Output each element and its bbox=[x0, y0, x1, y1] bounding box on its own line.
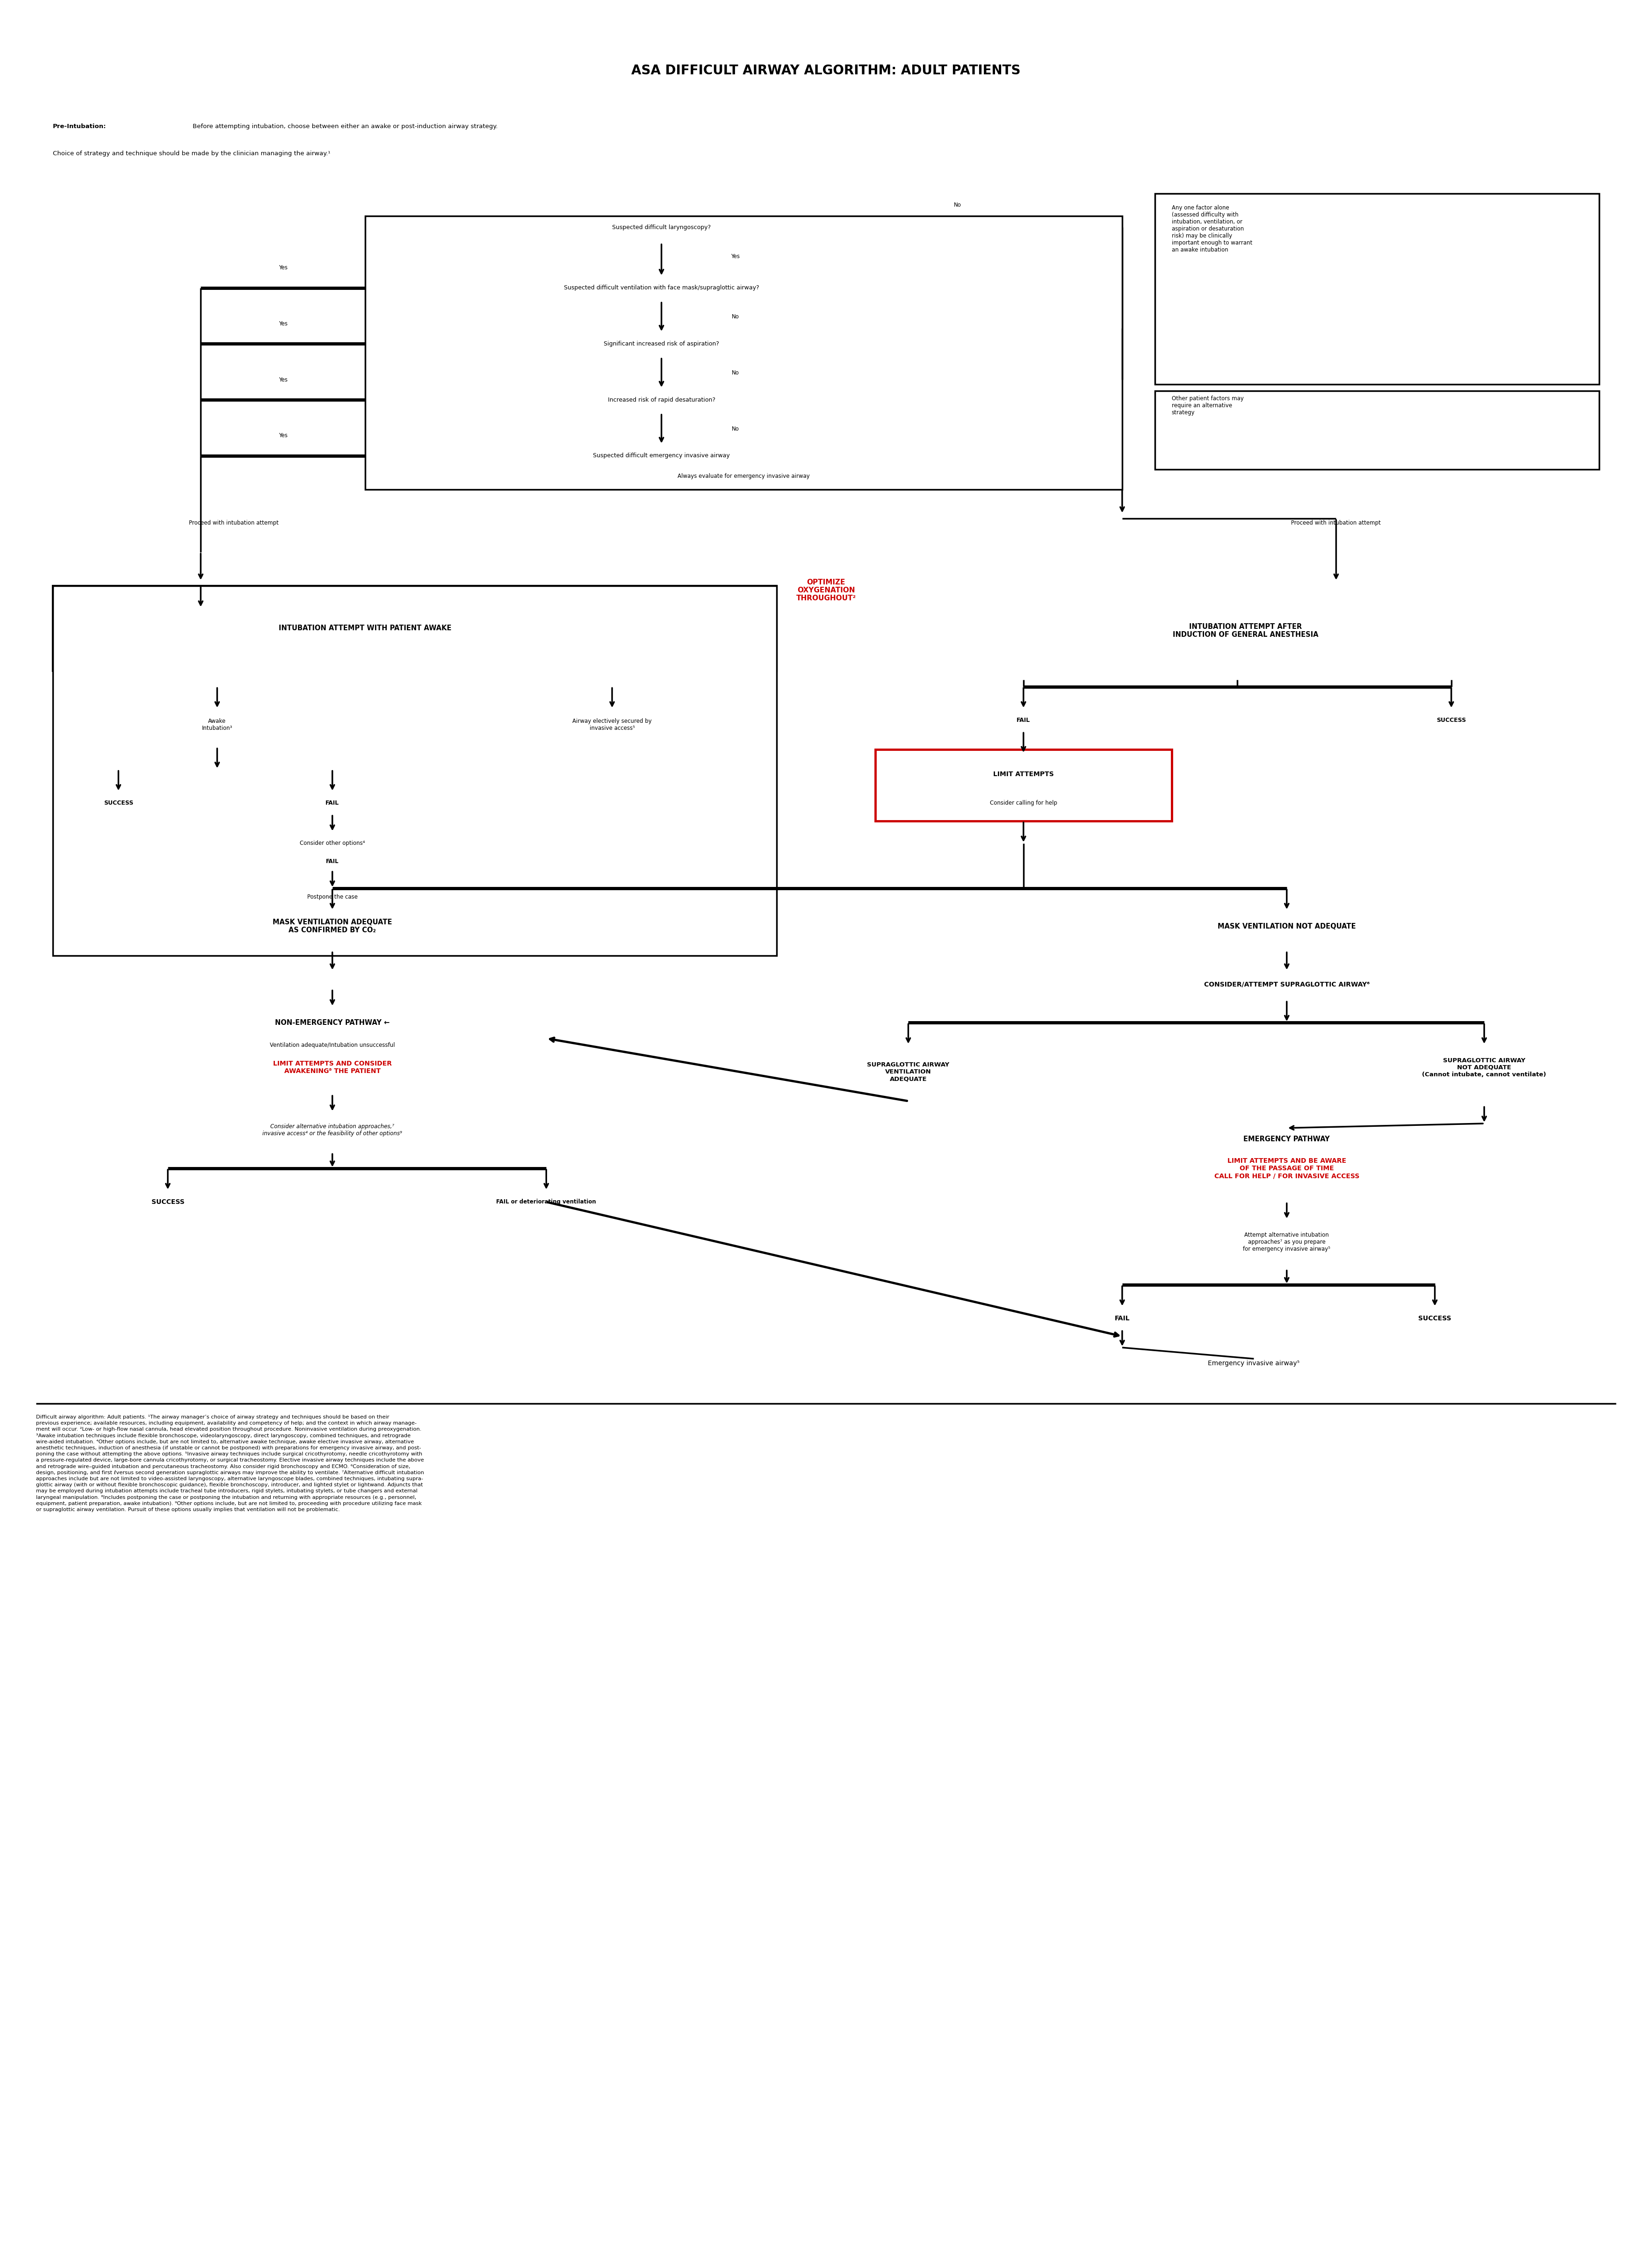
Text: Postpone the case: Postpone the case bbox=[307, 894, 357, 901]
Text: INTUBATION ATTEMPT AFTER
INDUCTION OF GENERAL ANESTHESIA: INTUBATION ATTEMPT AFTER INDUCTION OF GE… bbox=[1173, 622, 1318, 638]
Text: FAIL: FAIL bbox=[325, 800, 339, 807]
Bar bbox=[1155, 391, 1599, 470]
Text: LIMIT ATTEMPTS AND CONSIDER
AWAKENING⁸ THE PATIENT: LIMIT ATTEMPTS AND CONSIDER AWAKENING⁸ T… bbox=[273, 1061, 392, 1074]
Text: FAIL: FAIL bbox=[325, 858, 339, 865]
Text: MASK VENTILATION NOT ADEQUATE: MASK VENTILATION NOT ADEQUATE bbox=[1218, 924, 1356, 930]
Bar bbox=[1155, 193, 1599, 384]
Text: Other patient factors may
require an alternative
strategy: Other patient factors may require an alt… bbox=[1171, 395, 1244, 416]
Text: FAIL: FAIL bbox=[1115, 1314, 1130, 1321]
Text: Pre-Intubation:: Pre-Intubation: bbox=[53, 124, 106, 130]
Text: No: No bbox=[732, 315, 738, 319]
Text: SUPRAGLOTTIC AIRWAY
NOT ADEQUATE
(Cannot intubate, cannot ventilate): SUPRAGLOTTIC AIRWAY NOT ADEQUATE (Cannot… bbox=[1422, 1058, 1546, 1079]
Text: Airway electively secured by
invasive access⁵: Airway electively secured by invasive ac… bbox=[572, 719, 653, 730]
Text: Yes: Yes bbox=[732, 254, 740, 258]
Text: Choice of strategy and technique should be made by the clinician managing the ai: Choice of strategy and technique should … bbox=[53, 151, 330, 157]
Text: SUCCESS: SUCCESS bbox=[152, 1198, 185, 1204]
Text: Increased risk of rapid desaturation?: Increased risk of rapid desaturation? bbox=[608, 398, 715, 402]
Text: NON-EMERGENCY PATHWAY ←: NON-EMERGENCY PATHWAY ← bbox=[274, 1020, 390, 1027]
Text: MASK VENTILATION ADEQUATE
AS CONFIRMED BY CO₂: MASK VENTILATION ADEQUATE AS CONFIRMED B… bbox=[273, 919, 392, 935]
Text: SUCCESS: SUCCESS bbox=[104, 800, 134, 807]
Text: Yes: Yes bbox=[279, 377, 287, 382]
Text: FAIL: FAIL bbox=[1016, 717, 1031, 724]
Text: Suspected difficult ventilation with face mask/supraglottic airway?: Suspected difficult ventilation with fac… bbox=[563, 285, 758, 290]
Text: CONSIDER/ATTEMPT SUPRAGLOTTIC AIRWAY⁶: CONSIDER/ATTEMPT SUPRAGLOTTIC AIRWAY⁶ bbox=[1204, 982, 1370, 989]
Text: OPTIMIZE
OXYGENATION
THROUGHOUT²: OPTIMIZE OXYGENATION THROUGHOUT² bbox=[796, 580, 856, 602]
Text: No: No bbox=[953, 202, 961, 209]
Text: FAIL or deteriorating ventilation: FAIL or deteriorating ventilation bbox=[496, 1200, 596, 1204]
Text: Consider alternative intubation approaches,⁷
invasive access⁴ or the feasibility: Consider alternative intubation approach… bbox=[263, 1124, 401, 1137]
Text: EMERGENCY PATHWAY: EMERGENCY PATHWAY bbox=[1244, 1135, 1330, 1144]
Text: Emergency invasive airway⁵: Emergency invasive airway⁵ bbox=[1208, 1359, 1300, 1366]
Bar bbox=[53, 586, 776, 672]
Text: LIMIT ATTEMPTS: LIMIT ATTEMPTS bbox=[993, 771, 1054, 777]
Text: Awake
Intubation³: Awake Intubation³ bbox=[202, 719, 233, 730]
Text: Attempt alternative intubation
approaches⁷ as you prepare
for emergency invasive: Attempt alternative intubation approache… bbox=[1242, 1231, 1330, 1252]
Text: Before attempting intubation, choose between either an awake or post-induction a: Before attempting intubation, choose bet… bbox=[193, 124, 497, 130]
Text: Yes: Yes bbox=[279, 265, 287, 270]
Text: No: No bbox=[732, 371, 738, 375]
Text: Proceed with intubation attempt: Proceed with intubation attempt bbox=[1292, 519, 1381, 526]
Text: Consider calling for help: Consider calling for help bbox=[990, 800, 1057, 807]
Text: ASA DIFFICULT AIRWAY ALGORITHM: ADULT PATIENTS: ASA DIFFICULT AIRWAY ALGORITHM: ADULT PA… bbox=[631, 63, 1021, 76]
Text: No: No bbox=[732, 427, 738, 431]
Text: Any one factor alone
(assessed difficulty with
intubation, ventilation, or
aspir: Any one factor alone (assessed difficult… bbox=[1171, 204, 1252, 254]
Text: Proceed with intubation attempt: Proceed with intubation attempt bbox=[188, 519, 279, 526]
Text: Suspected difficult emergency invasive airway: Suspected difficult emergency invasive a… bbox=[593, 454, 730, 458]
Text: LIMIT ATTEMPTS AND BE AWARE
OF THE PASSAGE OF TIME
CALL FOR HELP / FOR INVASIVE : LIMIT ATTEMPTS AND BE AWARE OF THE PASSA… bbox=[1214, 1157, 1360, 1180]
Text: SUCCESS: SUCCESS bbox=[1437, 717, 1465, 724]
Bar bbox=[876, 748, 1171, 820]
Text: Significant increased risk of aspiration?: Significant increased risk of aspiration… bbox=[603, 342, 719, 346]
Text: INTUBATION ATTEMPT WITH PATIENT AWAKE: INTUBATION ATTEMPT WITH PATIENT AWAKE bbox=[279, 625, 451, 631]
Text: SUCCESS: SUCCESS bbox=[1419, 1314, 1452, 1321]
Text: SUPRAGLOTTIC AIRWAY
VENTILATION
ADEQUATE: SUPRAGLOTTIC AIRWAY VENTILATION ADEQUATE bbox=[867, 1063, 950, 1083]
Bar bbox=[53, 586, 776, 955]
Text: Ventilation adequate/Intubation unsuccessful: Ventilation adequate/Intubation unsucces… bbox=[269, 1043, 395, 1047]
Text: Yes: Yes bbox=[279, 321, 287, 326]
Text: Suspected difficult laryngoscopy?: Suspected difficult laryngoscopy? bbox=[613, 225, 710, 231]
Text: Difficult airway algorithm: Adult patients. ¹The airway manager’s choice of airw: Difficult airway algorithm: Adult patien… bbox=[36, 1416, 425, 1512]
Text: Always evaluate for emergency invasive airway: Always evaluate for emergency invasive a… bbox=[677, 472, 809, 479]
Text: Yes: Yes bbox=[279, 434, 287, 438]
Bar bbox=[365, 216, 1122, 490]
Text: Consider other options⁴: Consider other options⁴ bbox=[299, 840, 365, 847]
